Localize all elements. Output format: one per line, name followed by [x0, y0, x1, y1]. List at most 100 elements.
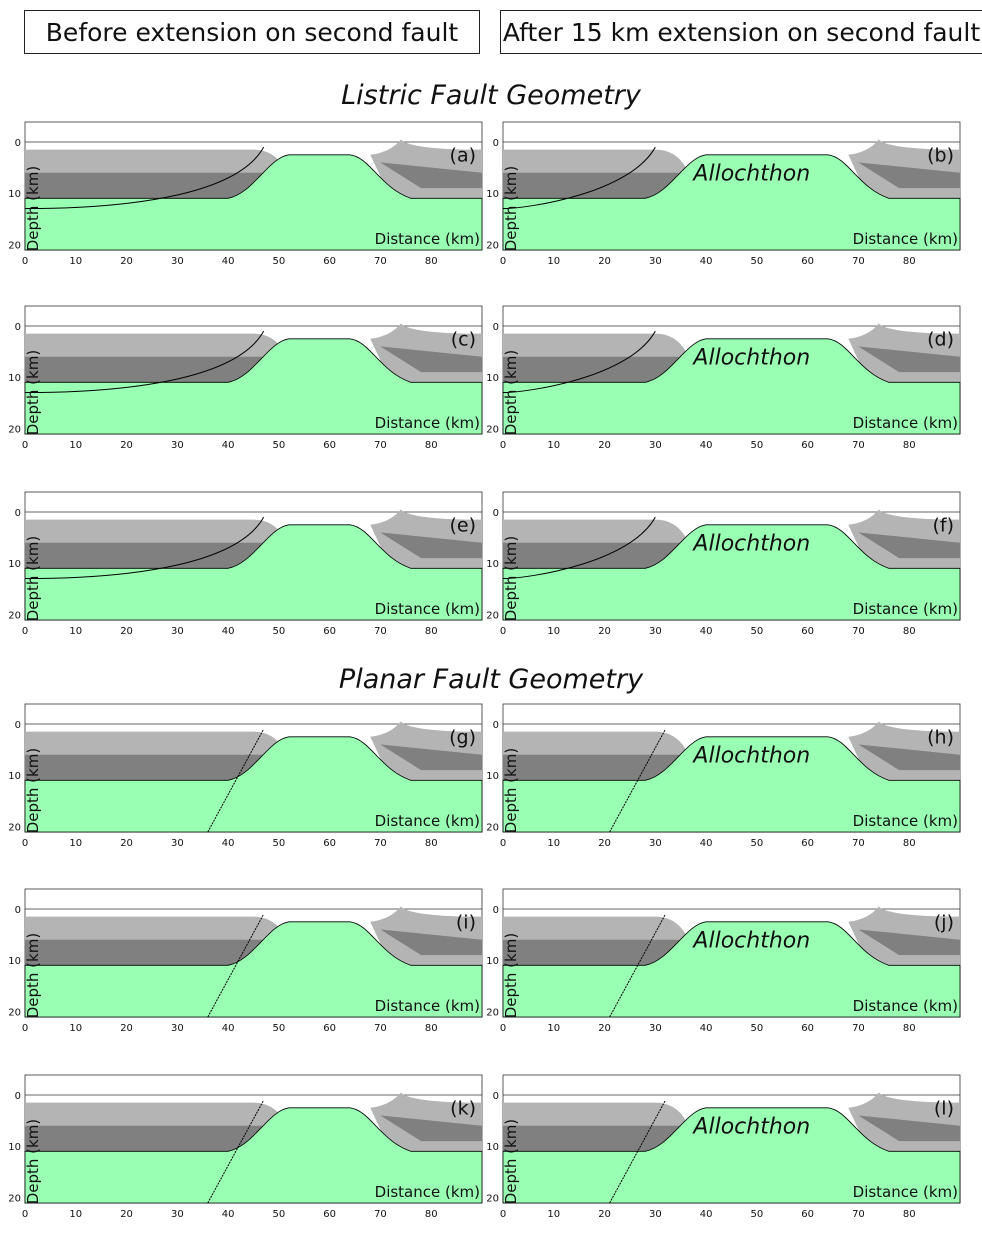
y-tick-label: 0: [15, 905, 21, 916]
x-tick-label: 0: [500, 1209, 506, 1220]
x-tick-label: 70: [852, 1209, 865, 1220]
mid-crust-left: [503, 1125, 681, 1152]
cross-section: [24, 703, 483, 833]
cross-section: [24, 491, 483, 621]
fault-line: [502, 330, 656, 394]
depth-label: Depth (km): [24, 933, 42, 1018]
distance-label: Distance (km): [853, 414, 958, 432]
mantle-dome: [24, 921, 483, 1018]
mid-crust-left: [503, 754, 681, 781]
cross-section: [502, 888, 961, 1018]
x-tick-label: 60: [801, 440, 814, 451]
panel-b: (b) Allochthon Distance (km) Depth (km) 0 10 2…: [486, 121, 961, 267]
x-tick-label: 10: [69, 1209, 82, 1220]
mid-crust-right: [380, 162, 482, 189]
x-tick-label: 0: [500, 838, 506, 849]
x-tick-label: 30: [171, 256, 184, 267]
depth-label: Depth (km): [24, 1119, 42, 1204]
distance-label: Distance (km): [375, 600, 480, 618]
y-tick-label: 0: [493, 138, 499, 149]
depth-label: Depth (km): [502, 350, 520, 435]
y-tick-label: 20: [486, 610, 499, 621]
x-tick-label: 50: [273, 256, 286, 267]
x-tick-label: 80: [903, 1209, 916, 1220]
x-tick-label: 30: [649, 626, 662, 637]
x-tick-label: 80: [425, 1209, 438, 1220]
panel-a: (a) Distance (km) Depth (km) 0 10 20 30 40 50 60 7…: [8, 121, 483, 267]
mantle-dome: [24, 154, 483, 251]
y-tick-label: 10: [486, 559, 499, 570]
panel-i: (i) Distance (km) Depth (km) 0 10 20 30 40 50 60 7…: [8, 888, 483, 1034]
x-tick-label: 70: [852, 440, 865, 451]
mantle-dome: [502, 921, 961, 1018]
panel-label: (d): [927, 328, 954, 350]
x-tick-label: 70: [852, 256, 865, 267]
x-tick-label: 20: [120, 838, 133, 849]
x-tick-label: 40: [700, 626, 713, 637]
fault-line: [609, 913, 666, 1018]
distance-label: Distance (km): [375, 414, 480, 432]
distance-label: Distance (km): [375, 230, 480, 248]
y-tick-label: 20: [8, 610, 21, 621]
panel-label: (g): [449, 726, 476, 748]
panel-c: (c) Distance (km) Depth (km) 0 10 20 30 40 50 60 7…: [8, 305, 483, 451]
y-tick-label: 10: [486, 373, 499, 384]
mantle-dome: [502, 524, 961, 621]
cross-section: [502, 121, 961, 251]
fault-line: [207, 728, 265, 833]
mid-crust-left: [503, 939, 681, 966]
x-tick-label: 60: [801, 1209, 814, 1220]
cross-section: [502, 703, 961, 833]
x-tick-label: 80: [425, 440, 438, 451]
x-tick-label: 70: [374, 838, 387, 849]
y-tick-label: 0: [493, 905, 499, 916]
mantle-dome: [502, 338, 961, 435]
cross-section: [24, 1074, 483, 1204]
y-tick-label: 10: [8, 956, 21, 967]
y-tick-label: 10: [8, 559, 21, 570]
fault-line: [24, 330, 265, 394]
depth-label: Depth (km): [24, 536, 42, 621]
distance-label: Distance (km): [853, 230, 958, 248]
x-tick-label: 20: [598, 1209, 611, 1220]
cross-section: [24, 305, 483, 435]
x-tick-label: 80: [425, 256, 438, 267]
cross-section: [502, 1074, 961, 1204]
section-title-planar: Planar Fault Geometry: [338, 664, 644, 695]
x-tick-label: 0: [22, 1209, 28, 1220]
mid-crust-right: [380, 744, 482, 771]
x-tick-label: 30: [171, 1023, 184, 1034]
y-tick-label: 10: [486, 771, 499, 782]
panel-label: (a): [450, 144, 476, 166]
fault-line: [609, 728, 666, 833]
panel-label: (j): [934, 911, 954, 933]
x-tick-label: 10: [547, 440, 560, 451]
y-tick-label: 20: [8, 1193, 21, 1204]
panel-j: (j) Allochthon Distance (km) Depth (km) 0 10 2…: [486, 888, 961, 1034]
distance-label: Distance (km): [375, 997, 480, 1015]
x-tick-label: 80: [903, 256, 916, 267]
x-tick-label: 0: [500, 256, 506, 267]
y-tick-label: 20: [8, 424, 21, 435]
y-tick-label: 0: [15, 720, 21, 731]
panel-label: (e): [449, 514, 476, 536]
x-tick-label: 40: [222, 440, 235, 451]
y-tick-label: 10: [486, 1142, 499, 1153]
x-tick-label: 50: [751, 626, 764, 637]
mantle-dome: [502, 1107, 961, 1204]
fault-line: [207, 1099, 265, 1204]
y-tick-label: 0: [15, 322, 21, 333]
x-tick-label: 50: [273, 1209, 286, 1220]
x-tick-label: 40: [222, 838, 235, 849]
mid-crust-right: [858, 929, 960, 956]
panel-label: (f): [932, 514, 954, 536]
depth-label: Depth (km): [502, 166, 520, 251]
mid-crust-left: [25, 172, 279, 199]
panel-k: (k) Distance (km) Depth (km) 0 10 20 30 40 50 60 7…: [8, 1074, 483, 1220]
x-tick-label: 40: [222, 626, 235, 637]
x-tick-label: 30: [171, 838, 184, 849]
panel-label: (i): [456, 911, 476, 933]
panel-e: (e) Distance (km) Depth (km) 0 10 20 30 40 50 60 7…: [8, 491, 483, 637]
x-tick-label: 30: [649, 1209, 662, 1220]
y-tick-label: 10: [8, 1142, 21, 1153]
